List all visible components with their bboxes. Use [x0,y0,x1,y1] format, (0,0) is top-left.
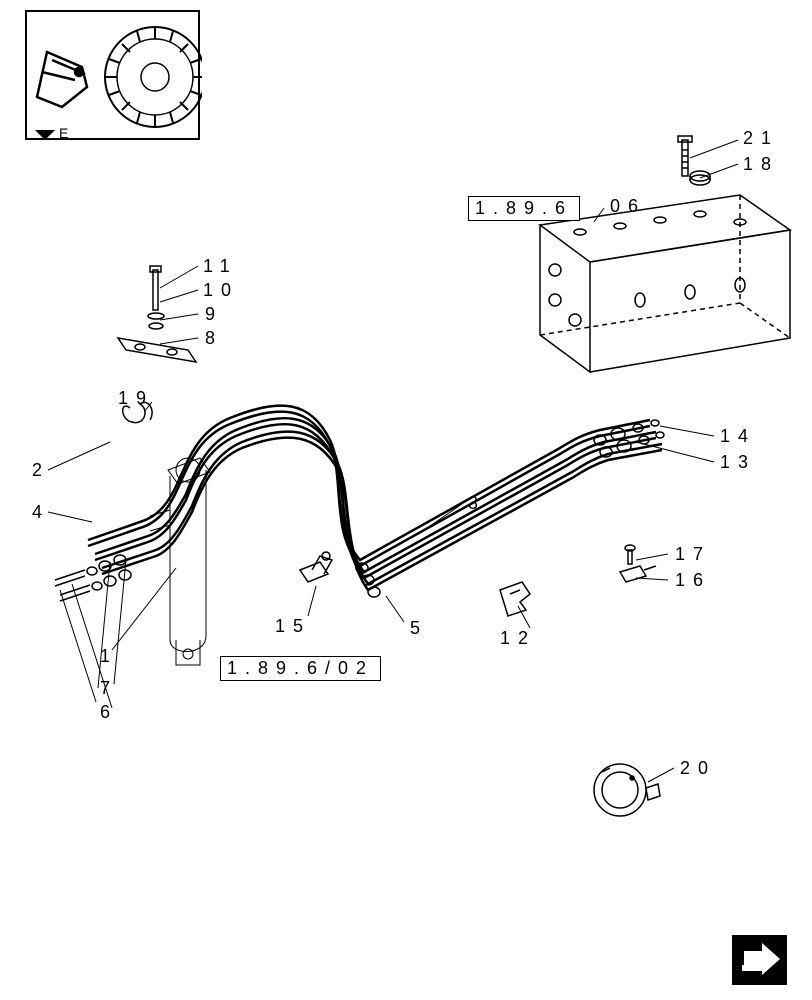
callout-11: 11 [203,256,238,277]
thumbnail-illustration: E [27,12,202,142]
callout-20: 20 [680,758,716,779]
callout-15: 15 [275,616,311,637]
callout-17: 17 [675,544,711,565]
callout-14: 14 [720,426,756,447]
bracket-assembly [118,266,196,362]
leader-lines [48,140,738,782]
ref-text: 1.89.6 [475,198,573,218]
pipe-bundle [88,406,662,590]
callout-6: 6 [100,702,118,723]
callout-2: 2 [32,460,50,481]
callout-16: 16 [675,570,711,591]
thumbnail-box: E [25,10,200,140]
callout-12: 12 [500,628,536,649]
fittings-right [594,420,664,457]
callout-18: 18 [743,154,779,175]
main-diagram [0,0,812,1000]
cylinder-phantom [150,458,210,665]
ref-text: 1.89.6/02 [227,658,374,678]
ref-box-1-89-6-02: 1.89.6/02 [220,656,381,681]
callout-9: 9 [205,304,223,325]
fitting-15 [300,552,332,582]
callout-10: 10 [203,280,239,301]
callout-1: 1 [100,646,118,667]
callout-7: 7 [100,678,118,699]
pipe-mid-joint [356,563,380,597]
nut-18 [690,171,710,185]
callout-8: 8 [205,328,223,349]
sensor-16-17 [620,545,656,582]
fittings-left [55,555,131,601]
nav-next-icon[interactable] [732,935,787,985]
sensor-20 [594,764,660,816]
callout-3: 3 [468,493,486,514]
thumbnail-letter: E [59,125,68,141]
valve-block [540,195,790,372]
callout-19: 19 [118,388,154,409]
callout-5: 5 [410,618,428,639]
bolt-21 [678,136,692,176]
callout-06: 06 [610,196,646,217]
ref-box-1-89-6: 1.89.6 [468,196,580,221]
callout-13: 13 [720,452,756,473]
callout-4: 4 [32,502,50,523]
callout-21: 21 [743,128,779,149]
clip-12 [500,582,530,616]
